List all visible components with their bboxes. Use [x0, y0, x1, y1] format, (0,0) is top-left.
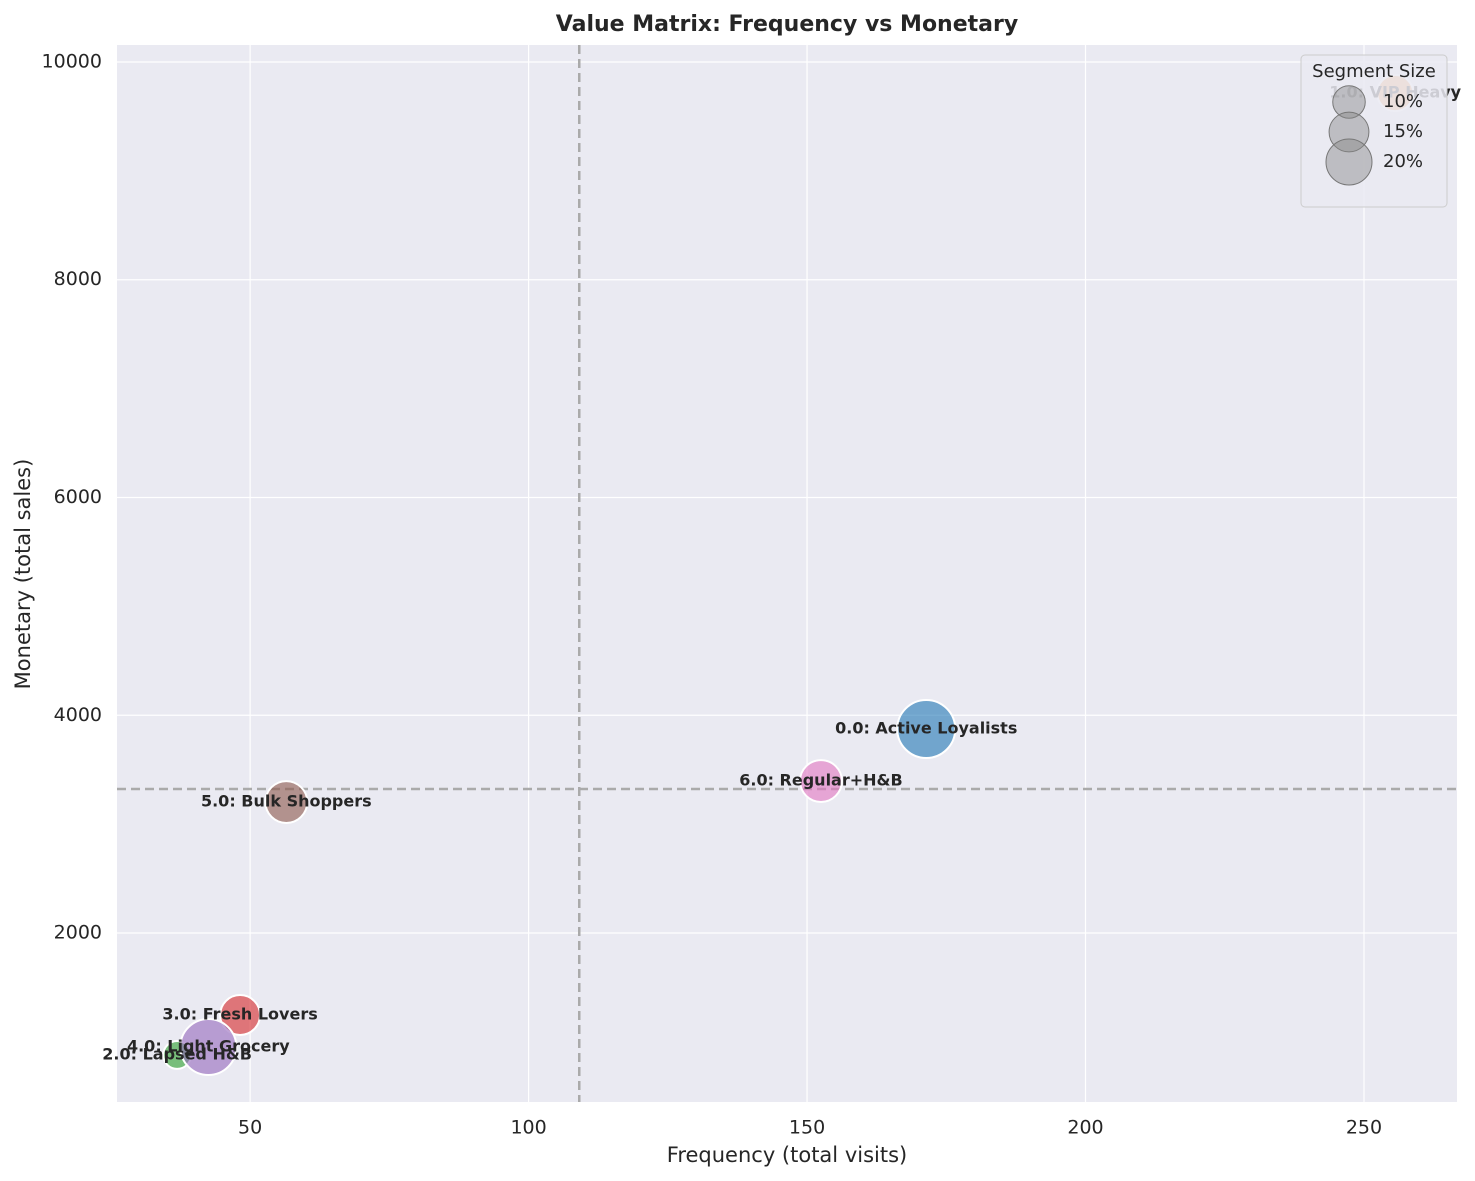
- y-tick-label: 2000: [54, 922, 102, 944]
- bubble: [264, 780, 309, 824]
- chart-title: Value Matrix: Frequency vs Monetary: [556, 12, 1018, 37]
- legend-bubble: [1332, 85, 1366, 119]
- y-tick-label: 10000: [42, 50, 102, 72]
- legend: Segment Size 10% 15% 20%: [1300, 54, 1448, 208]
- legend-label: 20%: [1383, 151, 1423, 172]
- bubble: [799, 759, 843, 803]
- x-tick-label: 50: [238, 1117, 262, 1139]
- x-axis-label: Frequency (total visits): [667, 1143, 907, 1167]
- y-tick-label: 4000: [54, 704, 102, 726]
- x-tick-label: 200: [1067, 1117, 1103, 1139]
- point-label: 5.0: Bulk Shoppers: [201, 792, 372, 811]
- y-tick-label: 6000: [54, 486, 102, 508]
- legend-title: Segment Size: [1312, 61, 1436, 82]
- bubble: [896, 698, 957, 759]
- y-axis-label: Monetary (total sales): [11, 459, 35, 690]
- point-label: 0.0: Active Loyalists: [835, 718, 1017, 737]
- y-tick-label: 8000: [54, 268, 102, 290]
- point-label: 2.0: Lapsed H&B: [102, 1044, 252, 1063]
- x-tick-label: 250: [1346, 1117, 1382, 1139]
- bubble: [219, 994, 262, 1036]
- plot-area: [117, 45, 1457, 1102]
- x-tick-label: 150: [789, 1117, 825, 1139]
- legend-bubble: [1325, 138, 1373, 186]
- bubble: [179, 1017, 238, 1077]
- point-label: 6.0: Regular+H&B: [739, 771, 902, 790]
- legend-box: [1300, 54, 1448, 208]
- point-label: 3.0: Fresh Lovers: [162, 1005, 317, 1024]
- point-label: 4.0: Light Grocery: [127, 1037, 290, 1056]
- legend-label: 15%: [1383, 121, 1423, 142]
- legend-label: 10%: [1383, 91, 1423, 112]
- x-tick-label: 100: [510, 1117, 546, 1139]
- legend-bubble: [1328, 111, 1370, 153]
